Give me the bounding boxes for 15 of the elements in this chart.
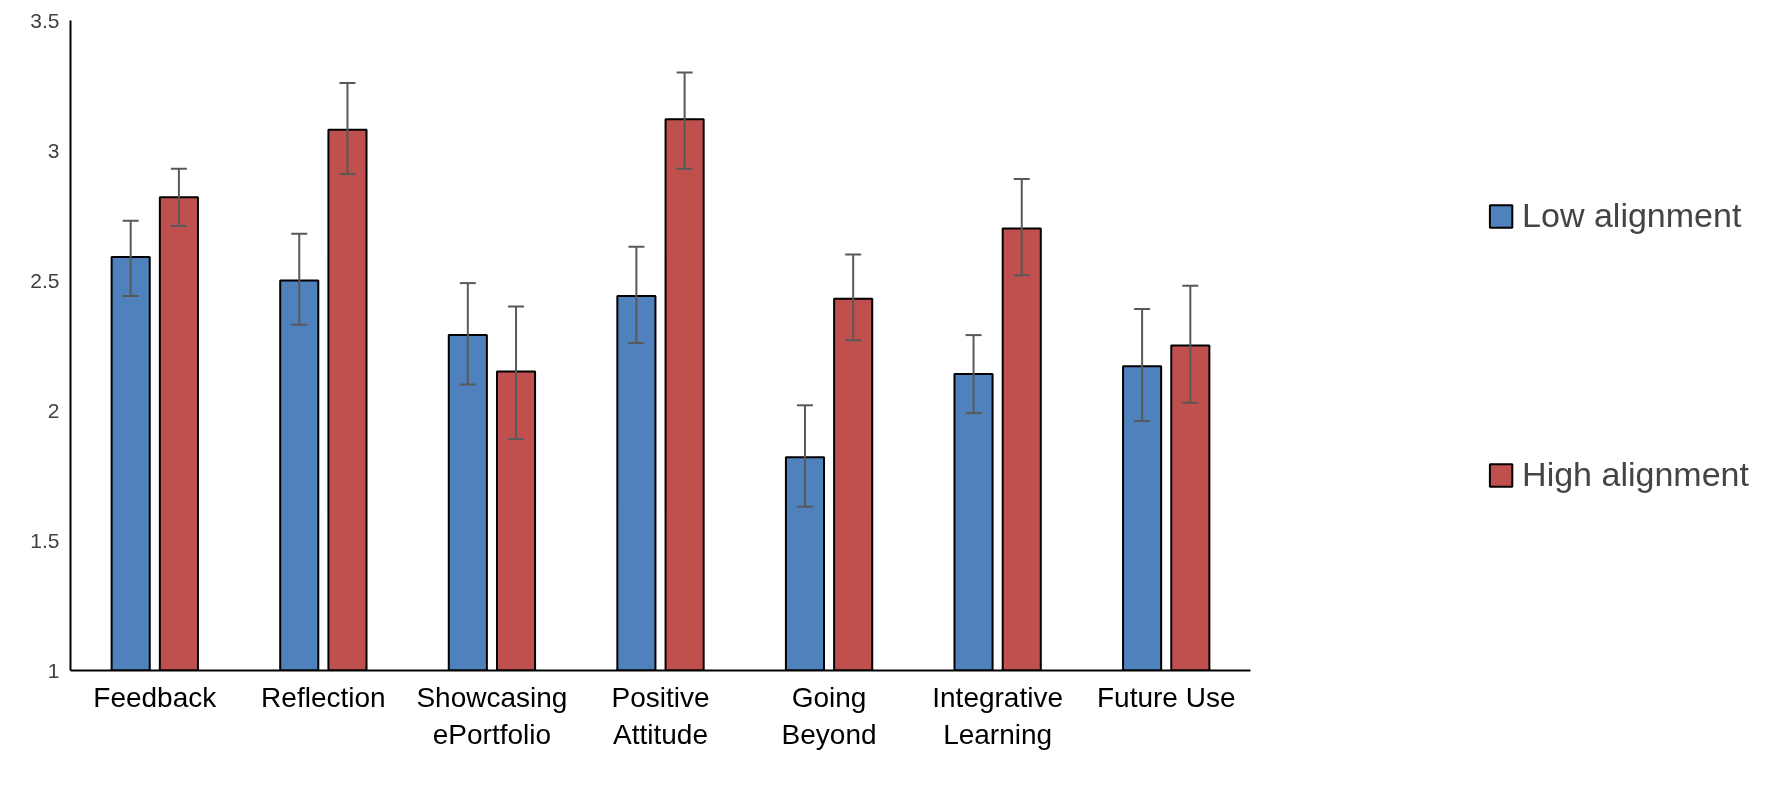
y-tick-label: 2.5 xyxy=(30,268,60,292)
x-tick-label: Feedback xyxy=(93,681,218,713)
x-tick-label: Positive Attitude xyxy=(611,681,710,750)
x-tick-label: Showcasing ePortfolio xyxy=(416,681,568,750)
x-tick-label: Reflection xyxy=(261,681,386,713)
y-tick-label: 2 xyxy=(47,398,60,422)
y-tick-label: 3 xyxy=(47,138,60,162)
legend-label: Low alignment xyxy=(1522,196,1742,235)
y-tick-label: 1.5 xyxy=(30,528,60,552)
x-tick-label: Future Use xyxy=(1096,681,1236,713)
y-tick-label: 3.5 xyxy=(30,8,60,32)
x-tick-label: Integrative Learning xyxy=(932,681,1064,750)
legend-label: High alignment xyxy=(1522,455,1749,494)
y-tick-label: 1 xyxy=(47,658,60,682)
x-tick-label: Going Beyond xyxy=(781,681,877,750)
